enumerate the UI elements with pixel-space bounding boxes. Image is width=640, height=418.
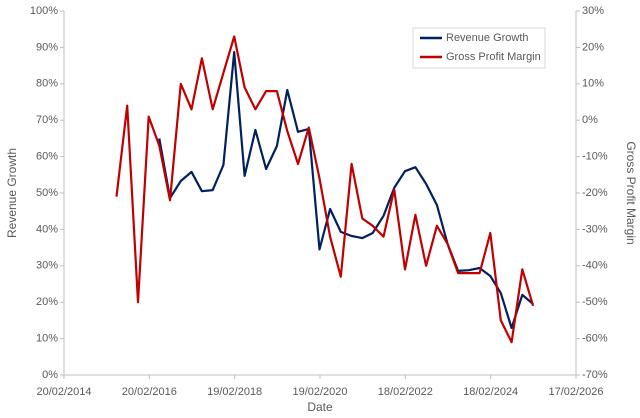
y2-tick-label: -10% — [582, 151, 608, 163]
y-axis-title: Revenue Growth — [5, 148, 19, 238]
y2-tick-label: -20% — [582, 187, 608, 199]
y-tick-label: 0% — [42, 369, 58, 381]
y2-tick-label: 20% — [582, 41, 604, 53]
y2-tick-label: -50% — [582, 296, 608, 308]
y-tick-label: 50% — [36, 187, 58, 199]
legend-label: Revenue Growth — [446, 32, 529, 44]
y2-tick-label: 10% — [582, 78, 604, 90]
x-tick-label: 20/02/2014 — [36, 386, 91, 398]
legend-label: Gross Profit Margin — [446, 51, 541, 63]
y-tick-label: 60% — [36, 151, 58, 163]
y2-tick-label: 0% — [582, 114, 598, 126]
y2-tick-label: -60% — [582, 333, 608, 345]
y-tick-label: 90% — [36, 41, 58, 53]
legend-box — [412, 27, 546, 69]
x-tick-label: 18/02/2022 — [378, 386, 433, 398]
y2-tick-label: 30% — [582, 5, 604, 17]
y2-tick-label: -40% — [582, 260, 608, 272]
series-line — [158, 51, 534, 330]
y-tick-label: 20% — [36, 296, 58, 308]
y2-tick-label: -70% — [582, 369, 608, 381]
x-tick-label: 19/02/2018 — [207, 386, 262, 398]
y-tick-label: 80% — [36, 78, 58, 90]
x-tick-label: 17/02/2026 — [548, 386, 603, 398]
y-tick-label: 70% — [36, 114, 58, 126]
series-line — [115, 35, 535, 344]
legend: Revenue Growth Gross Profit Margin — [412, 27, 546, 69]
y2-tick-label: -30% — [582, 223, 608, 235]
x-tick-label: 20/02/2016 — [122, 386, 177, 398]
x-tick-label: 19/02/2020 — [292, 386, 347, 398]
y-tick-label: 40% — [36, 223, 58, 235]
y-tick-label: 10% — [36, 333, 58, 345]
x-tick-label: 18/02/2024 — [463, 386, 518, 398]
y-tick-label: 30% — [36, 260, 58, 272]
y-tick-label: 100% — [30, 5, 58, 17]
y2-axis-title: Gross Profit Margin — [624, 141, 638, 244]
x-axis-title: Date — [307, 400, 333, 414]
